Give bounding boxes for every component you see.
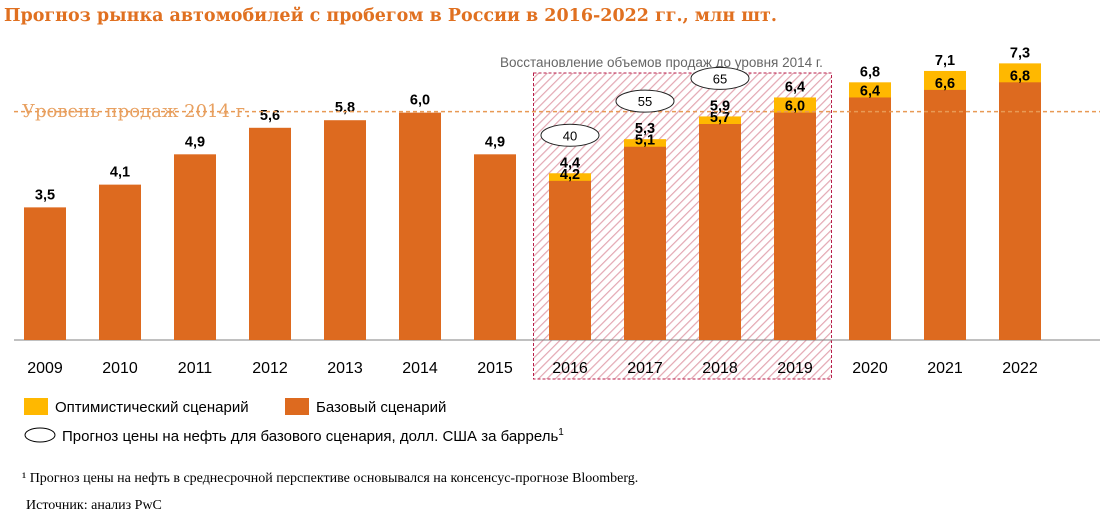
bar-base-2017 (624, 146, 666, 340)
label-optimistic-2018: 5,9 (710, 98, 730, 114)
label-base-2017: 5,1 (635, 133, 655, 149)
bar-base-2019 (774, 112, 816, 340)
bar-base-2018 (699, 124, 741, 340)
tick-label-2014: 2014 (402, 360, 438, 377)
label-optimistic-2017: 5,3 (635, 121, 655, 137)
label-optimistic-2020: 6,8 (860, 64, 880, 80)
label-base-2015: 4,9 (485, 134, 505, 150)
label-optimistic-2016: 4,4 (560, 155, 580, 171)
recovery-label: Восстановление объемов продаж до уровня … (500, 55, 823, 70)
legend-oil-label: Прогноз цены на нефть для базового сцена… (62, 427, 564, 445)
bar-base-2012 (249, 127, 291, 340)
tick-label-2021: 2021 (927, 360, 963, 377)
tick-label-2012: 2012 (252, 360, 288, 377)
bar-base-2013 (324, 120, 366, 340)
tick-label-2016: 2016 (552, 360, 588, 377)
bar-base-2011 (174, 154, 216, 340)
label-base-2009: 3,5 (35, 187, 55, 203)
label-base-2014: 6,0 (410, 93, 430, 109)
label-optimistic-2021: 7,1 (935, 53, 955, 69)
label-base-2019: 6,0 (785, 99, 805, 115)
bar-base-2014 (399, 112, 441, 340)
bar-base-2009 (24, 207, 66, 340)
level-2014-label: Уровень продаж 2014 г. (22, 101, 251, 122)
legend-oil-ellipse (24, 427, 56, 443)
tick-label-2019: 2019 (777, 360, 813, 377)
oil-price-2018: 65 (713, 71, 727, 86)
label-optimistic-2022: 7,3 (1010, 45, 1030, 61)
tick-label-2017: 2017 (627, 360, 663, 377)
label-base-2012: 5,6 (260, 108, 280, 124)
legend-base-label: Базовый сценарий (316, 399, 446, 416)
legend-optimistic-swatch (24, 398, 48, 415)
label-base-2018: 5,7 (710, 110, 730, 126)
tick-label-2010: 2010 (102, 360, 138, 377)
oil-ellipse-2016 (540, 123, 600, 147)
label-base-2010: 4,1 (110, 165, 130, 181)
label-base-2020: 6,4 (860, 83, 880, 99)
tick-label-2011: 2011 (178, 360, 213, 377)
label-optimistic-2019: 6,4 (785, 79, 805, 95)
oil-price-2017: 55 (638, 94, 652, 109)
label-base-2021: 6,6 (935, 76, 955, 92)
label-base-2011: 4,9 (185, 134, 205, 150)
tick-label-2020: 2020 (852, 360, 888, 377)
tick-label-2013: 2013 (327, 360, 363, 377)
tick-label-2022: 2022 (1002, 360, 1038, 377)
label-base-2022: 6,8 (1010, 68, 1030, 84)
legend-optimistic-label: Оптимистический сценарий (55, 399, 249, 416)
bar-base-2021 (924, 89, 966, 340)
value-labels: 3,5 4,1 4,9 5,6 5,8 6,0 4,9 4,24,4 5,15,3 5,75,9 6… (35, 45, 1030, 203)
source: Источник: анализ PwC (26, 498, 162, 513)
label-base-2013: 5,8 (335, 100, 355, 116)
bar-base-2020 (849, 97, 891, 340)
bars (24, 63, 1041, 341)
bar-base-2016 (549, 180, 591, 340)
oil-price-2016: 40 (563, 128, 577, 143)
tick-label-2009: 2009 (27, 360, 63, 377)
tick-label-2015: 2015 (477, 360, 513, 377)
bar-base-2015 (474, 154, 516, 340)
bar-base-2022 (999, 82, 1041, 340)
label-base-2016: 4,2 (560, 167, 580, 183)
tick-label-2018: 2018 (702, 360, 738, 377)
chart-title: Прогноз рынка автомобилей с пробегом в Р… (4, 6, 777, 26)
footnote: ¹ Прогноз цены на нефть в среднесрочной … (22, 471, 638, 486)
oil-ellipse-2017 (615, 89, 675, 113)
oil-price-ellipses: 40 55 65 (540, 66, 750, 147)
tick-labels: 2009 2010 2011 2012 2013 2014 2015 2016 2017 2018… (27, 360, 1038, 377)
bar-base-2010 (99, 184, 141, 340)
legend-base-swatch (285, 398, 309, 415)
oil-ellipse-2018 (690, 66, 750, 90)
